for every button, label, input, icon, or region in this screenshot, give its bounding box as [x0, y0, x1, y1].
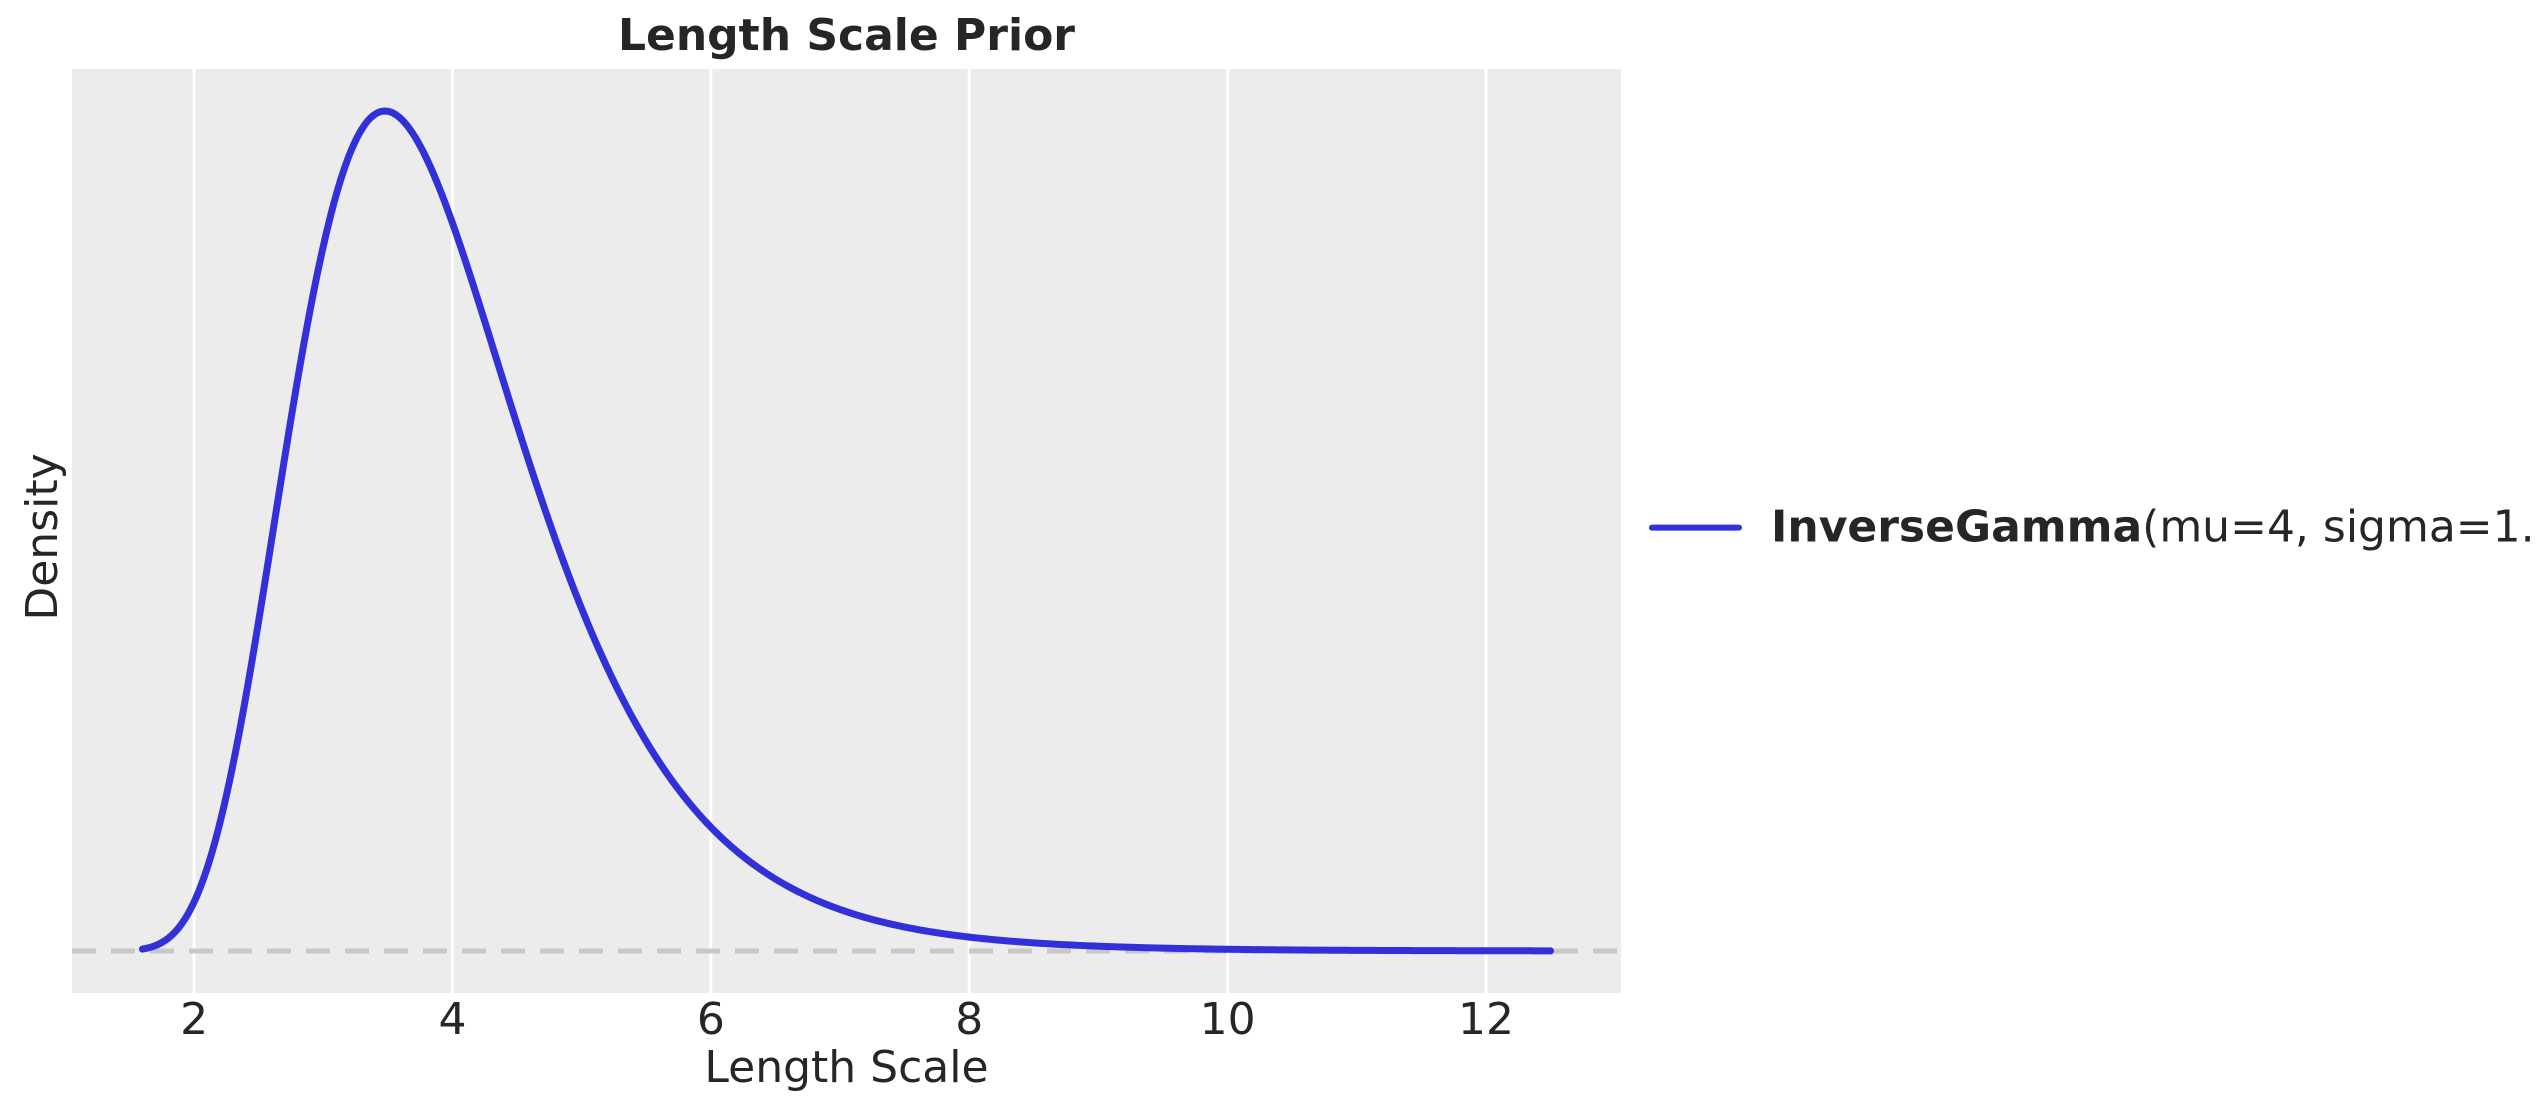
- x-tick-label-2: 2: [180, 994, 209, 1045]
- y-axis-label: Density: [17, 453, 68, 621]
- plot-area: [72, 69, 1621, 993]
- density-curve-svg: [72, 69, 1621, 993]
- x-tick-label-12: 12: [1457, 994, 1514, 1045]
- legend: InverseGamma(mu=4, sigma=1.14): [1648, 502, 2538, 555]
- legend-label-regular: (mu=4, sigma=1.14): [2142, 501, 2538, 553]
- x-tick-label-10: 10: [1199, 994, 1256, 1045]
- x-axis-label: Length Scale: [704, 1042, 989, 1093]
- x-tick-label-6: 6: [696, 994, 725, 1045]
- density-curve: [138, 107, 1555, 955]
- chart-title: Length Scale Prior: [617, 10, 1076, 61]
- legend-label-bold: InverseGamma: [1771, 501, 2143, 553]
- legend-line-swatch: [1649, 524, 1742, 531]
- x-tick-label-4: 4: [438, 994, 467, 1045]
- x-tick-label-8: 8: [955, 994, 984, 1045]
- legend-label: InverseGamma(mu=4, sigma=1.14): [1771, 502, 2538, 555]
